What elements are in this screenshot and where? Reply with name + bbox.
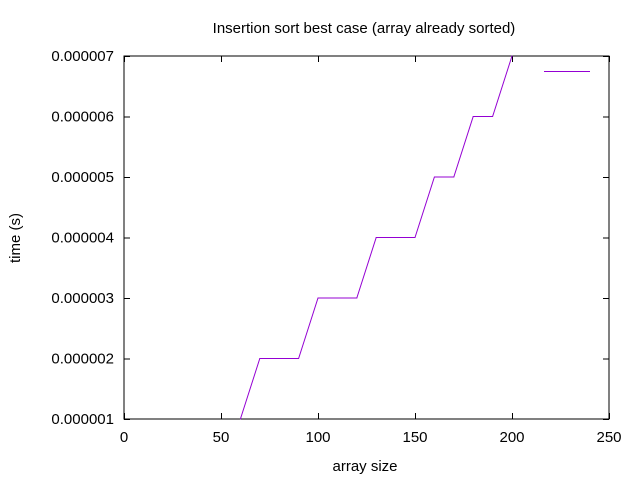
series-group [239,55,513,420]
data-point [298,358,300,359]
chart-title: Insertion sort best case (array already … [213,20,516,37]
x-tick-label: 150 [402,429,427,446]
x-axis-ticks [124,56,610,419]
plot-frame [123,55,610,420]
data-point [239,418,241,420]
data-point [259,358,261,359]
data-point [472,116,474,117]
data-point [317,297,319,299]
y-tick-label: 0.000004 [51,230,114,247]
y-tick-label: 0.000005 [51,169,114,186]
data-point [453,176,455,178]
y-axis-ticks [124,56,609,420]
y-tick-label: 0.000002 [51,351,114,368]
x-axis-label: array size [332,458,397,475]
data-point [336,297,338,299]
y-tick-label: 0.000001 [51,411,114,428]
data-point [395,237,397,238]
data-point [511,55,513,57]
y-tick-label: 0.000003 [51,290,114,307]
data-point [492,116,494,117]
x-tick-label: 100 [305,429,330,446]
x-axis-tick-labels: 0 50 100 150 200 250 [120,429,622,446]
y-axis-tick-labels: 0.000001 0.000002 0.000003 0.000004 0.000005… [51,48,114,428]
y-tick-label: 0.000006 [51,109,114,126]
x-tick-label: 250 [596,429,621,446]
data-point [278,358,280,359]
data-point [433,176,435,178]
x-tick-label: 50 [213,429,230,446]
y-axis-label: time (s) [7,213,24,263]
data-point [375,237,377,238]
x-tick-label: 0 [120,429,128,446]
x-tick-label: 200 [499,429,524,446]
y-tick-label: 0.000007 [51,48,114,65]
data-point [414,237,416,238]
data-point [356,297,358,299]
